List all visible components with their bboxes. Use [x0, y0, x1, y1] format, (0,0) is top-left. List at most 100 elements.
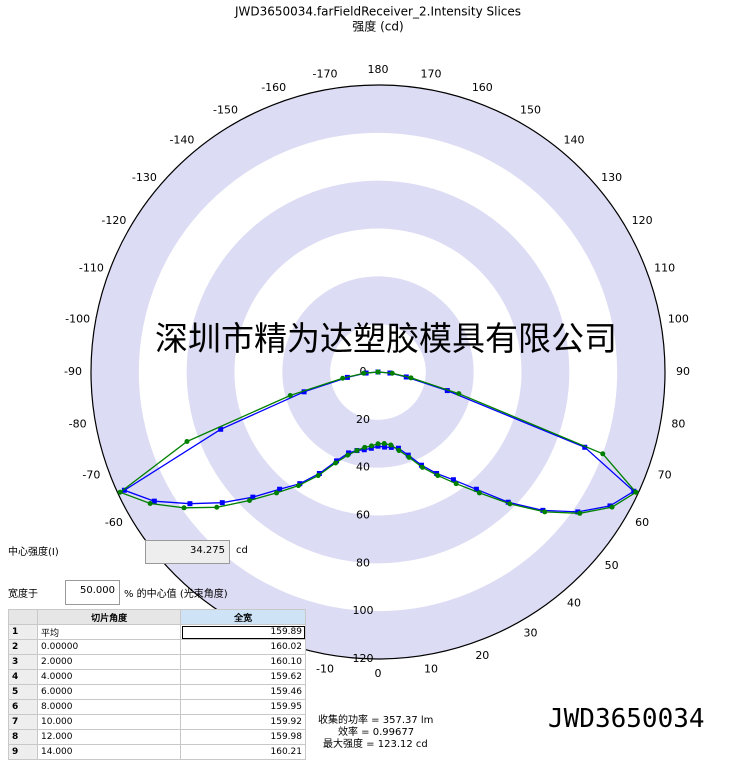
theta-tick-label: -160: [261, 81, 286, 94]
theta-tick-label: 130: [601, 171, 622, 184]
footer-id: JWD3650034: [548, 704, 705, 734]
theta-tick-label: 100: [668, 313, 689, 326]
table-cell: 8: [8, 729, 38, 745]
point: [473, 486, 479, 492]
point: [396, 448, 402, 454]
point: [582, 444, 588, 450]
point: [333, 460, 339, 466]
point: [315, 473, 321, 479]
table-cell: 6: [8, 699, 38, 715]
point: [214, 504, 220, 510]
point: [600, 451, 606, 457]
table-cell: 4: [8, 669, 38, 685]
point: [456, 391, 462, 397]
theta-tick-label: -60: [105, 516, 123, 529]
point: [362, 444, 368, 450]
point: [250, 494, 256, 500]
table-row[interactable]: 9 14.000 160.21: [8, 744, 306, 760]
theta-tick-label: -150: [213, 103, 238, 116]
table-cell: 1: [8, 624, 38, 640]
width-label: 宽度于: [8, 589, 38, 600]
point: [151, 498, 157, 504]
theta-tick-label: 30: [524, 627, 538, 640]
point: [274, 490, 280, 496]
point: [218, 426, 224, 432]
point: [435, 473, 441, 479]
r-tick-label: 100: [353, 604, 374, 617]
theta-tick-label: -140: [169, 134, 194, 147]
theta-tick-label: 160: [472, 81, 493, 94]
point: [406, 454, 412, 460]
table-cell: 159.89: [180, 624, 306, 640]
watermark: 深圳市精为达塑胶模具有限公司: [155, 319, 617, 358]
theta-tick-label: 20: [475, 649, 489, 662]
center-value[interactable]: 34.275: [145, 540, 230, 564]
point: [246, 498, 252, 504]
table-row[interactable]: 3 2.0000 160.10: [8, 654, 306, 670]
point: [187, 501, 193, 507]
point: [287, 393, 293, 399]
table-cell: 160.02: [180, 639, 306, 655]
header-cell: [8, 609, 38, 625]
r-tick-label: 40: [356, 461, 370, 474]
header-cell: 切片角度: [36, 609, 182, 625]
table-cell: 159.95: [180, 699, 306, 715]
theta-tick-label: 50: [605, 559, 619, 572]
table-row[interactable]: 5 6.0000 159.46: [8, 684, 306, 700]
header-cell: 全宽: [180, 609, 306, 625]
theta-tick-label: -80: [69, 417, 87, 430]
point: [444, 388, 450, 394]
width-value[interactable]: 50.000: [65, 580, 120, 605]
stat-line: 最大强度 = 123.12 cd: [323, 739, 428, 750]
table-cell: 2: [8, 639, 38, 655]
table-cell: 12.000: [36, 729, 182, 745]
stat-line: 收集的功率 = 357.37 lm: [318, 715, 434, 726]
point: [577, 510, 583, 516]
table-row[interactable]: 8 12.000 159.98: [8, 729, 306, 745]
table-cell: 159.98: [180, 729, 306, 745]
table-row[interactable]: 1 平均 159.89: [8, 624, 306, 640]
outer-ring: [90, 84, 666, 660]
theta-tick-label: 0: [375, 667, 382, 680]
point: [389, 370, 395, 376]
point: [633, 489, 639, 495]
table-cell: 160.21: [180, 744, 306, 760]
point: [181, 505, 187, 511]
r-tick-label: 60: [356, 509, 370, 522]
theta-tick-label: 180: [368, 63, 389, 76]
table-row[interactable]: 7 10.000 159.92: [8, 714, 306, 730]
table-cell: 平均: [36, 624, 182, 640]
table-row[interactable]: 2 0.00000 160.02: [8, 639, 306, 655]
table-cell: 5: [8, 684, 38, 700]
table-cell: 2.0000: [36, 654, 182, 670]
table-cell: 3: [8, 654, 38, 670]
point: [301, 389, 307, 395]
point: [388, 442, 394, 448]
theta-tick-label: 60: [635, 516, 649, 529]
theta-tick-label: 10: [424, 662, 438, 675]
theta-tick-label: 70: [658, 468, 672, 481]
point: [295, 483, 301, 489]
table-cell: 8.0000: [36, 699, 182, 715]
point: [219, 500, 225, 506]
point: [408, 375, 414, 381]
theta-tick-label: -130: [132, 171, 157, 184]
center-unit: cd: [236, 545, 248, 556]
table-cell: 159.92: [180, 714, 306, 730]
table-cell: 6.0000: [36, 684, 182, 700]
theta-tick-label: 120: [632, 214, 653, 227]
point: [369, 443, 375, 449]
point: [184, 439, 190, 445]
chart-title: JWD3650034.farFieldReceiver_2.Intensity …: [234, 5, 521, 19]
theta-tick-label: 140: [564, 134, 585, 147]
point: [354, 448, 360, 454]
point: [609, 504, 615, 510]
table-cell: 9: [8, 744, 38, 760]
point: [453, 481, 459, 487]
theta-tick-label: -90: [64, 365, 82, 378]
chart-subtitle: 强度 (cd): [352, 19, 403, 34]
table-row[interactable]: 6 8.0000 159.95: [8, 699, 306, 715]
table-row[interactable]: 4 4.0000 159.62: [8, 669, 306, 685]
theta-tick-label: 170: [420, 68, 441, 81]
